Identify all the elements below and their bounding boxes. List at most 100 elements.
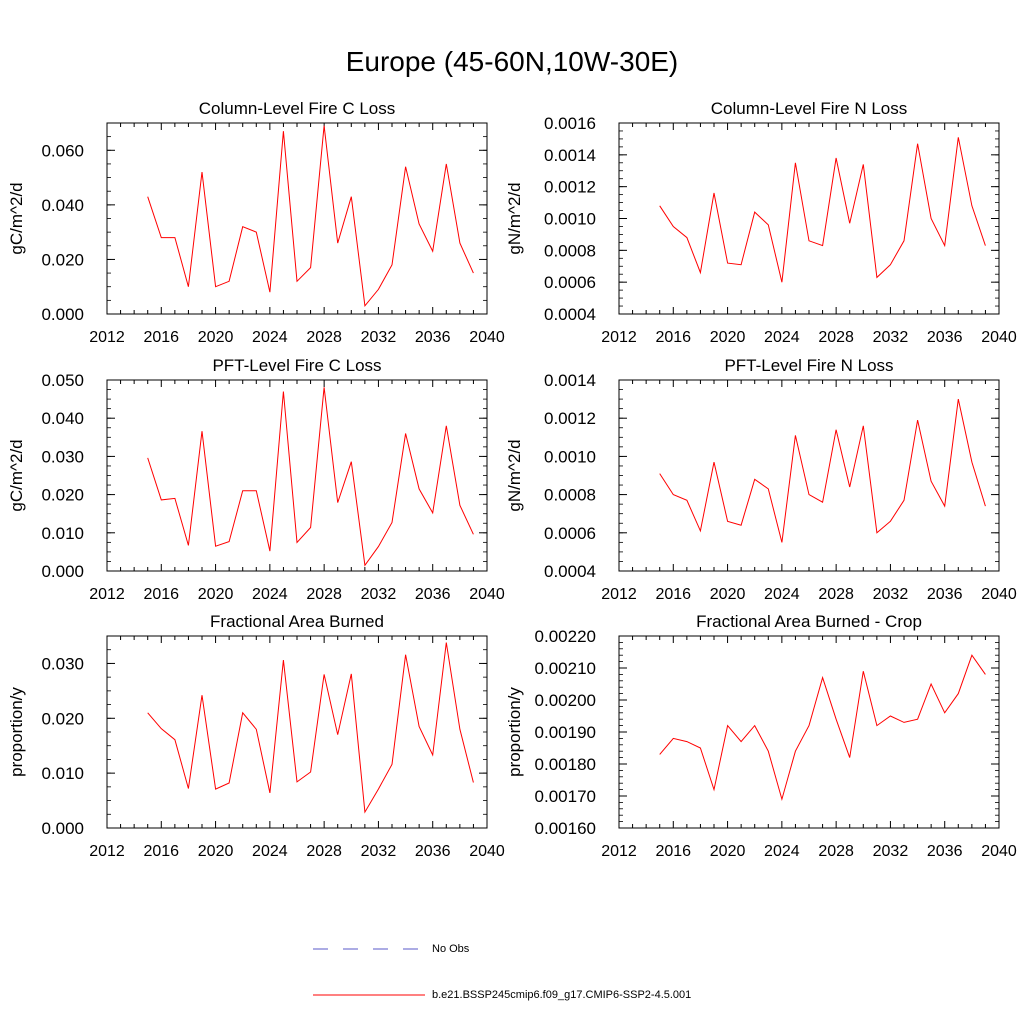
x-tick-label: 2012 [89, 586, 125, 603]
panel-title: PFT-Level Fire C Loss [212, 356, 381, 375]
x-tick-label: 2012 [601, 329, 637, 346]
plot-frame [618, 635, 1000, 829]
panel-title: Column-Level Fire C Loss [199, 99, 396, 118]
y-tick-label: 0.020 [41, 486, 84, 505]
legend-samples [313, 948, 425, 996]
y-tick-label: 0.00210 [535, 659, 596, 678]
y-tick-label: 0.0004 [544, 305, 596, 324]
y-tick-label: 0.0016 [544, 114, 596, 133]
x-tick-label: 2024 [764, 843, 800, 860]
y-axis-label: gC/m^2/d [7, 182, 26, 254]
x-tick-label: 2024 [252, 586, 288, 603]
x-tick-label: 2016 [143, 586, 179, 603]
plot-frame [618, 379, 1000, 572]
x-tick-label: 2016 [143, 843, 179, 860]
x-tick-label: 2020 [710, 586, 746, 603]
y-tick-label: 0.0012 [544, 409, 596, 428]
x-tick-label: 2036 [927, 843, 963, 860]
y-tick-label: 0.020 [41, 250, 84, 269]
y-tick-label: 0.0008 [544, 486, 596, 505]
y-tick-label: 0.030 [41, 447, 84, 466]
y-tick-label: 0.050 [41, 371, 84, 390]
plot-frame [106, 635, 488, 829]
x-tick-label: 2012 [89, 843, 125, 860]
y-tick-label: 0.060 [41, 141, 84, 160]
panel-title: Fractional Area Burned [210, 612, 384, 631]
chart-panel-3: 2012 2016 2020 2024 2028 2032 2036 2040 0.000 0.0… [7, 356, 505, 603]
y-tick-label: 0.030 [41, 654, 84, 673]
plot-frame [618, 122, 1000, 315]
y-tick-label: 0.00160 [535, 819, 596, 838]
series-line-1 [147, 125, 474, 308]
y-tick-label: 0.020 [41, 709, 84, 728]
x-tick-label: 2040 [981, 586, 1017, 603]
x-tick-label: 2020 [198, 843, 234, 860]
series-line-1 [659, 654, 986, 802]
series-line-1 [659, 398, 986, 543]
x-tick-label: 2020 [710, 329, 746, 346]
x-tick-label: 2032 [873, 586, 909, 603]
y-tick-label: 0.00190 [535, 723, 596, 742]
x-tick-label: 2024 [764, 329, 800, 346]
x-tick-label: 2036 [415, 329, 451, 346]
x-tick-label: 2040 [981, 843, 1017, 860]
panel-title: PFT-Level Fire N Loss [724, 356, 893, 375]
y-axis-label: gC/m^2/d [7, 439, 26, 511]
chart-panel-2: 2012 2016 2020 2024 2028 2032 2036 2040 0.0004 0.… [505, 99, 1017, 346]
y-axis-label: proportion/y [505, 687, 524, 777]
y-tick-label: 0.0010 [544, 447, 596, 466]
chart-panel-5: 2012 2016 2020 2024 2028 2032 2036 2040 0.000 0.0… [7, 612, 505, 860]
x-tick-label: 2040 [981, 329, 1017, 346]
x-tick-label: 2028 [818, 586, 854, 603]
y-tick-label: 0.040 [41, 409, 84, 428]
x-tick-label: 2020 [198, 329, 234, 346]
y-tick-label: 0.00170 [535, 787, 596, 806]
x-tick-label: 2024 [252, 329, 288, 346]
x-tick-label: 2028 [306, 329, 342, 346]
x-tick-label: 2016 [143, 329, 179, 346]
x-tick-label: 2020 [710, 843, 746, 860]
y-tick-label: 0.010 [41, 764, 84, 783]
x-tick-label: 2032 [361, 586, 397, 603]
x-tick-label: 2028 [818, 329, 854, 346]
y-tick-label: 0.010 [41, 524, 84, 543]
x-tick-label: 2040 [469, 329, 505, 346]
x-tick-label: 2040 [469, 843, 505, 860]
x-tick-label: 2012 [601, 843, 637, 860]
y-tick-label: 0.0014 [544, 146, 596, 165]
y-axis-label: gN/m^2/d [505, 182, 524, 254]
panel-title: Fractional Area Burned - Crop [696, 612, 922, 631]
x-tick-label: 2016 [655, 329, 691, 346]
x-tick-label: 2040 [469, 586, 505, 603]
x-tick-label: 2028 [306, 586, 342, 603]
x-tick-label: 2016 [655, 586, 691, 603]
series-line-1 [147, 387, 474, 567]
y-axis-label: proportion/y [7, 687, 26, 777]
y-tick-label: 0.040 [41, 196, 84, 215]
x-tick-label: 2016 [655, 843, 691, 860]
x-tick-label: 2020 [198, 586, 234, 603]
y-tick-label: 0.00200 [535, 691, 596, 710]
y-tick-label: 0.0006 [544, 273, 596, 292]
x-tick-label: 2028 [818, 843, 854, 860]
chart-panel-6: 2012 2016 2020 2024 2028 2032 2036 2040 0.00160 0… [505, 612, 1017, 860]
x-tick-label: 2036 [927, 329, 963, 346]
x-tick-label: 2032 [361, 329, 397, 346]
series-line-1 [659, 137, 986, 283]
x-tick-label: 2012 [89, 329, 125, 346]
series-line-1 [147, 642, 474, 814]
x-tick-label: 2012 [601, 586, 637, 603]
chart-panel-1: 2012 2016 2020 2024 2028 2032 2036 2040 0.000 0.0… [7, 99, 505, 346]
x-tick-label: 2024 [252, 843, 288, 860]
x-tick-label: 2032 [873, 329, 909, 346]
y-tick-label: 0.0008 [544, 241, 596, 260]
y-tick-label: 0.000 [41, 562, 84, 581]
y-axis-label: gN/m^2/d [505, 439, 524, 511]
x-tick-label: 2036 [415, 586, 451, 603]
chart-panel-4: 2012 2016 2020 2024 2028 2032 2036 2040 0.0004 0.… [505, 356, 1017, 603]
x-tick-label: 2032 [361, 843, 397, 860]
plot-frame [106, 122, 488, 315]
panel-title: Column-Level Fire N Loss [711, 99, 908, 118]
y-tick-label: 0.0010 [544, 210, 596, 229]
y-tick-label: 0.0012 [544, 178, 596, 197]
